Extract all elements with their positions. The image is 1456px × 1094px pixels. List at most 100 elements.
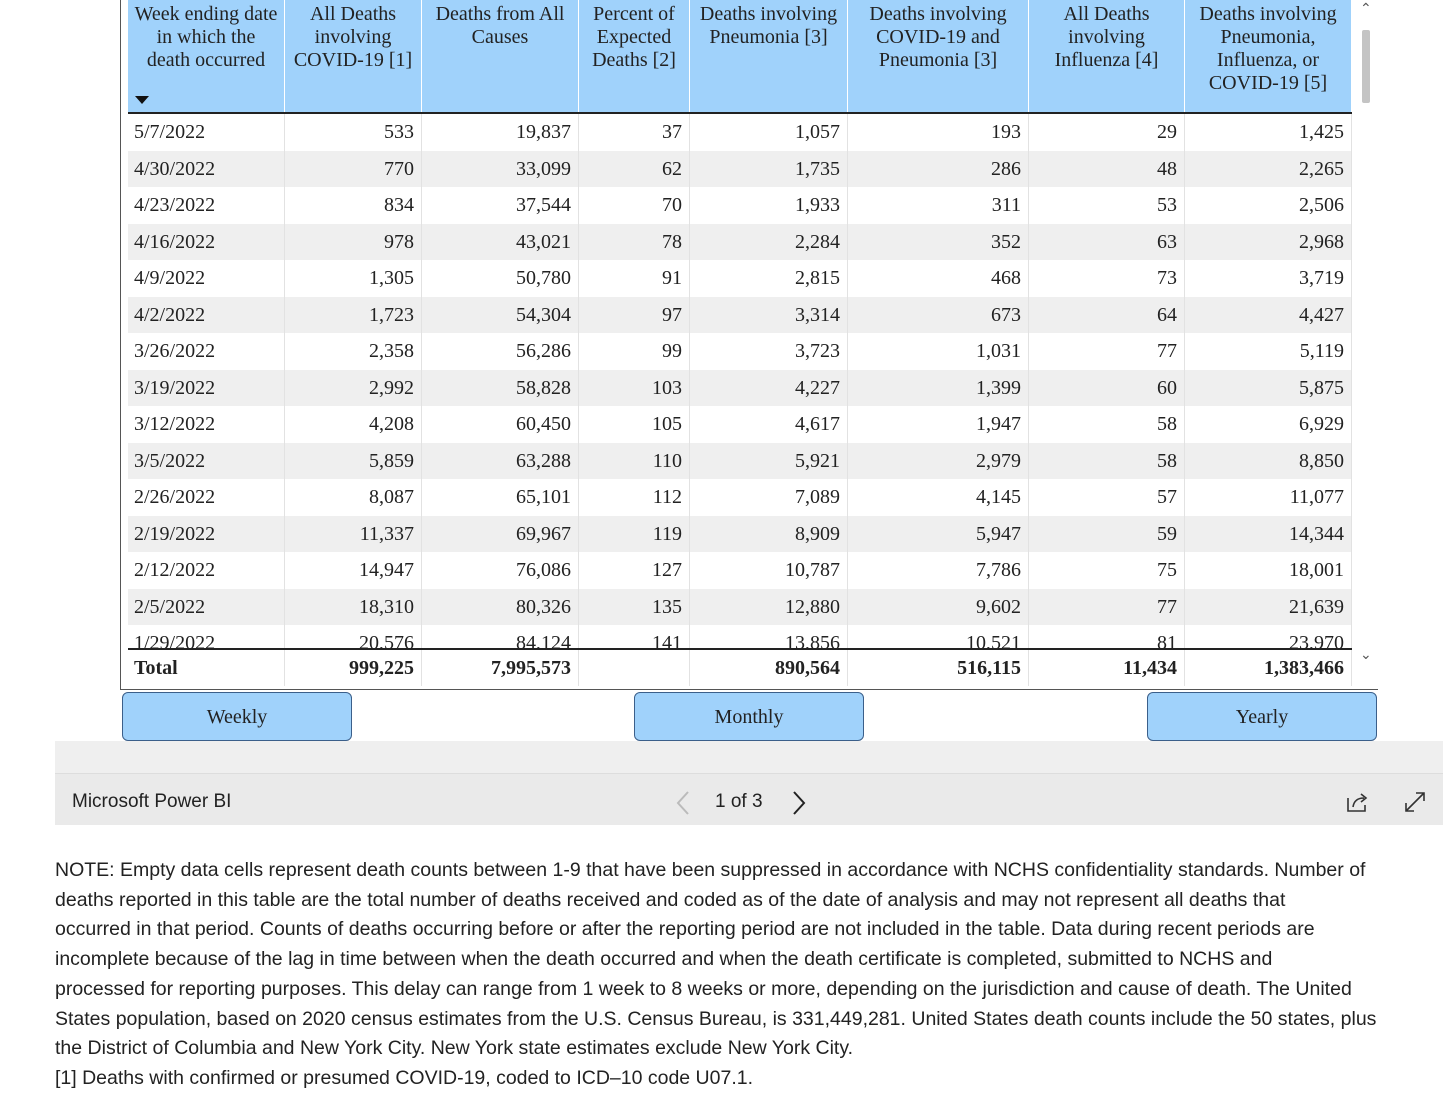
table-cell: 673 bbox=[848, 296, 1029, 333]
view-button[interactable]: Yearly bbox=[1147, 692, 1377, 741]
column-header[interactable]: Week ending date in which the death occu… bbox=[128, 0, 285, 113]
table-cell: 4/9/2022 bbox=[128, 260, 285, 297]
table-cell: 4/2/2022 bbox=[128, 296, 285, 333]
table-cell: 2,968 bbox=[1185, 223, 1352, 260]
table-cell: 18,001 bbox=[1185, 552, 1352, 589]
table-cell: 18,310 bbox=[285, 588, 422, 625]
table-cell: 141 bbox=[579, 625, 690, 649]
column-header[interactable]: Deaths involving Pneumonia, Influenza, o… bbox=[1185, 0, 1352, 113]
total-cell: 999,225 bbox=[285, 650, 422, 686]
table-row: 3/19/2022 2,992 58,828 103 4,227 1,399 60 5,875 bbox=[128, 369, 1352, 406]
total-cell: 890,564 bbox=[690, 650, 848, 686]
table-cell: 311 bbox=[848, 187, 1029, 224]
table-cell: 352 bbox=[848, 223, 1029, 260]
table-cell: 50,780 bbox=[422, 260, 579, 297]
table-cell: 5,921 bbox=[690, 442, 848, 479]
next-page[interactable] bbox=[791, 790, 807, 816]
total-cell: 11,434 bbox=[1029, 650, 1185, 686]
table-cell: 75 bbox=[1029, 552, 1185, 589]
table-cell: 770 bbox=[285, 150, 422, 187]
table-cell: 73 bbox=[1029, 260, 1185, 297]
table-cell: 33,099 bbox=[422, 150, 579, 187]
total-cell: 7,995,573 bbox=[422, 650, 579, 686]
table-cell: 2,284 bbox=[690, 223, 848, 260]
table-cell: 3/26/2022 bbox=[128, 333, 285, 370]
table-cell: 834 bbox=[285, 187, 422, 224]
table-row: 5/7/2022 533 19,837 37 1,057 193 29 1,425 bbox=[128, 114, 1352, 151]
table-cell: 63,288 bbox=[422, 442, 579, 479]
fullscreen-icon[interactable] bbox=[1403, 790, 1427, 814]
note-line: States population, based on 2020 census … bbox=[55, 1007, 1377, 1030]
view-button[interactable]: Monthly bbox=[634, 692, 864, 741]
table-cell: 1/29/2022 bbox=[128, 625, 285, 649]
scroll-up[interactable]: ⌃ bbox=[1360, 0, 1372, 16]
table-cell: 7,786 bbox=[848, 552, 1029, 589]
table-row: 3/12/2022 4,208 60,450 105 4,617 1,947 58 6,929 bbox=[128, 406, 1352, 443]
note-line: incomplete because of the lag in time be… bbox=[55, 948, 1273, 971]
share-icon[interactable] bbox=[1345, 790, 1371, 814]
table-row: 2/12/2022 14,947 76,086 127 10,787 7,786 75 18,… bbox=[128, 552, 1352, 589]
column-header[interactable]: Deaths from All Causes bbox=[422, 0, 579, 113]
table-row: 3/5/2022 5,859 63,288 110 5,921 2,979 58 8,850 bbox=[128, 442, 1352, 479]
table-cell: 103 bbox=[579, 369, 690, 406]
table-cell: 2/5/2022 bbox=[128, 588, 285, 625]
table-cell: 2,979 bbox=[848, 442, 1029, 479]
table-cell: 23,970 bbox=[1185, 625, 1352, 649]
table-cell: 2,815 bbox=[690, 260, 848, 297]
footnote: [1] Deaths with confirmed or presumed CO… bbox=[55, 1066, 754, 1089]
table-cell: 57 bbox=[1029, 479, 1185, 516]
view-button[interactable]: Weekly bbox=[122, 692, 352, 741]
total-cell: 516,115 bbox=[848, 650, 1029, 686]
table-cell: 6,929 bbox=[1185, 406, 1352, 443]
table-cell: 3,723 bbox=[690, 333, 848, 370]
column-header[interactable]: Deaths involving COVID-19 and Pneumonia … bbox=[848, 0, 1029, 113]
table-cell: 10,787 bbox=[690, 552, 848, 589]
table-row: 4/16/2022 978 43,021 78 2,284 352 63 2,968 bbox=[128, 223, 1352, 260]
table-cell: 105 bbox=[579, 406, 690, 443]
table-cell: 1,057 bbox=[690, 114, 848, 151]
table-cell: 19,837 bbox=[422, 114, 579, 151]
table-cell: 5/7/2022 bbox=[128, 114, 285, 151]
table-cell: 70 bbox=[579, 187, 690, 224]
scrollbar[interactable]: ⌃ ⌄ bbox=[1352, 0, 1378, 689]
table-cell: 978 bbox=[285, 223, 422, 260]
table-cell: 2/12/2022 bbox=[128, 552, 285, 589]
column-header[interactable]: Percent of Expected Deaths [2] bbox=[579, 0, 690, 113]
table-cell: 12,880 bbox=[690, 588, 848, 625]
table-cell: 84,124 bbox=[422, 625, 579, 649]
table-cell: 60,450 bbox=[422, 406, 579, 443]
table-cell: 60 bbox=[1029, 369, 1185, 406]
note-line: the District of Columbia and New York Ci… bbox=[55, 1037, 854, 1060]
table-row: 2/19/2022 11,337 69,967 119 8,909 5,947 59 14,3… bbox=[128, 515, 1352, 552]
table-cell: 4,427 bbox=[1185, 296, 1352, 333]
column-header[interactable]: All Deaths involving COVID-19 [1] bbox=[285, 0, 422, 113]
table-cell: 5,947 bbox=[848, 515, 1029, 552]
table-cell: 5,119 bbox=[1185, 333, 1352, 370]
table-cell: 59 bbox=[1029, 515, 1185, 552]
table-cell: 43,021 bbox=[422, 223, 579, 260]
table-cell: 127 bbox=[579, 552, 690, 589]
sort-arrow[interactable] bbox=[134, 95, 150, 105]
table-cell: 4,227 bbox=[690, 369, 848, 406]
table-cell: 5,875 bbox=[1185, 369, 1352, 406]
table-cell: 2,265 bbox=[1185, 150, 1352, 187]
table-cell: 11,337 bbox=[285, 515, 422, 552]
column-header[interactable]: Deaths involving Pneumonia [3] bbox=[690, 0, 848, 113]
scroll-down[interactable]: ⌄ bbox=[1360, 646, 1372, 662]
table-cell: 14,947 bbox=[285, 552, 422, 589]
table-cell: 78 bbox=[579, 223, 690, 260]
table-cell: 112 bbox=[579, 479, 690, 516]
table-cell: 97 bbox=[579, 296, 690, 333]
powerbi-footer: Microsoft Power BI 1 of 3 bbox=[55, 773, 1443, 825]
prev-page[interactable] bbox=[675, 790, 691, 816]
scroll-thumb[interactable] bbox=[1362, 30, 1370, 103]
frame-left bbox=[120, 0, 121, 690]
table-cell: 2/19/2022 bbox=[128, 515, 285, 552]
table-cell: 76,086 bbox=[422, 552, 579, 589]
note-line: deaths reported in this table are the to… bbox=[55, 888, 1286, 911]
table-cell: 48 bbox=[1029, 150, 1185, 187]
table-cell: 13,856 bbox=[690, 625, 848, 649]
report-gap bbox=[55, 741, 1443, 773]
column-header[interactable]: All Deaths involving Influenza [4] bbox=[1029, 0, 1185, 113]
table-cell: 1,305 bbox=[285, 260, 422, 297]
